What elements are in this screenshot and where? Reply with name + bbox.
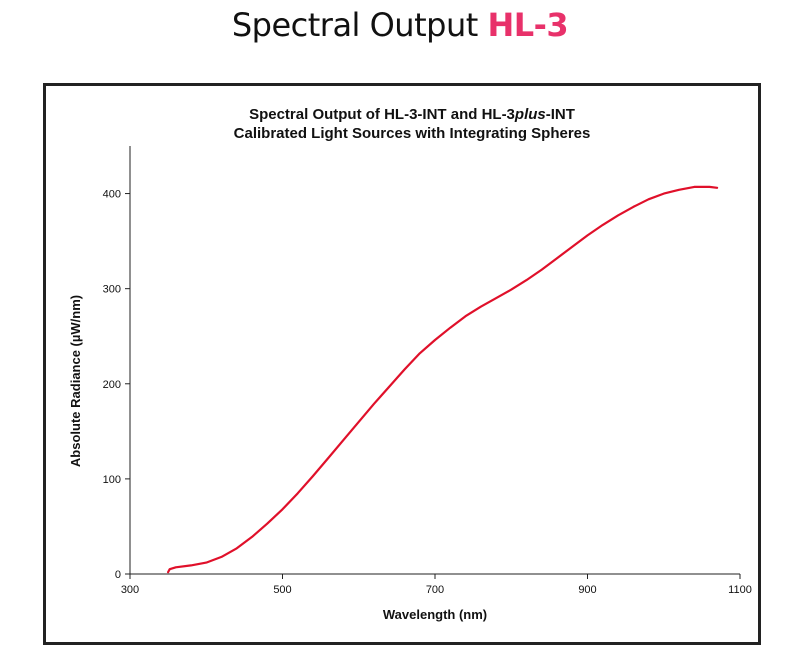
y-tick-label: 400 bbox=[103, 189, 121, 201]
x-tick-label: 300 bbox=[121, 584, 139, 596]
page-title-main: Spectral Output bbox=[231, 6, 478, 44]
page-title-accent: HL-3 bbox=[487, 6, 569, 44]
y-axis-label: Absolute Radiance (µW/nm) bbox=[68, 295, 83, 467]
y-tick-label: 0 bbox=[115, 569, 121, 581]
chart-frame: Spectral Output of HL-3-INT and HL-3plus… bbox=[43, 83, 761, 645]
x-tick-label: 700 bbox=[426, 584, 444, 596]
y-tick-label: 100 bbox=[103, 474, 121, 486]
chart-title-line1: Spectral Output of HL-3-INT and HL-3plus… bbox=[249, 106, 575, 123]
chart-title-line2: Calibrated Light Sources with Integratin… bbox=[234, 125, 591, 142]
x-tick-label: 1100 bbox=[728, 584, 752, 596]
chart-title-suffix: -INT bbox=[546, 106, 575, 123]
y-tick-label: 200 bbox=[103, 379, 121, 391]
chart-plot-area bbox=[167, 185, 719, 574]
x-tick-label: 500 bbox=[273, 584, 291, 596]
chart-title-italic: plus bbox=[514, 106, 546, 123]
x-axis-label: Wavelength (nm) bbox=[383, 607, 487, 622]
chart-title-prefix: Spectral Output of HL-3-INT and HL-3 bbox=[249, 106, 515, 123]
chart-axes: 300 500 700 900 1100 0 100 200 300 400 bbox=[103, 146, 752, 596]
y-tick-label: 300 bbox=[103, 284, 121, 296]
series-line bbox=[167, 185, 719, 574]
chart-svg: Spectral Output of HL-3-INT and HL-3plus… bbox=[68, 106, 752, 622]
x-tick-label: 900 bbox=[578, 584, 596, 596]
page-title: Spectral Output HL-3 bbox=[0, 6, 800, 44]
